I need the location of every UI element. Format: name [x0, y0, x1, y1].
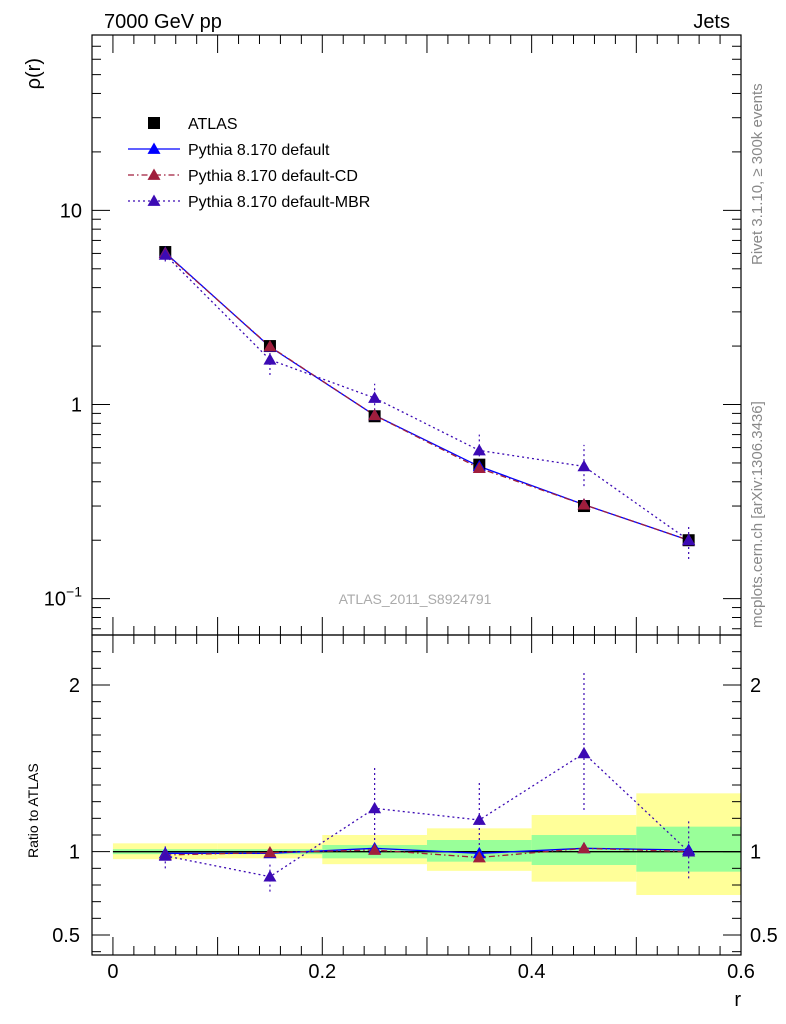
main-line-1 [164, 252, 689, 541]
main-model-point [158, 248, 172, 260]
x-tick-label: 0.2 [308, 961, 336, 983]
ratio-y-tick-label-right: 1 [750, 842, 761, 864]
x-axis-label: r [734, 989, 741, 1011]
main-y-axis-label: ρ(r) [23, 58, 45, 89]
main-markers [158, 246, 696, 547]
ratio-y-axis-label: Ratio to ATLAS [25, 763, 41, 858]
ratio-y-tick-label-right: 2 [750, 675, 761, 697]
main-analysis-label: ATLAS_2011_S8924791 [339, 591, 492, 607]
ratio-model-point [263, 870, 277, 882]
energy-label: 7000 GeV pp [104, 11, 222, 33]
ratio-model-point [368, 801, 382, 814]
main-line-3 [164, 254, 690, 541]
ratio-axes: 0.5 0.5 1 1 2 2 0 0.2 0.4 0.6 [52, 634, 778, 983]
main-model-point [263, 353, 277, 365]
ratio-line-1 [165, 847, 689, 859]
ratio-model-point [472, 813, 486, 825]
ratio-model-point [472, 851, 486, 863]
x-tick-label: 0 [107, 961, 118, 983]
source-label: mcplots.cern.ch [arXiv:1306.3436] [749, 401, 766, 628]
main-model-point [263, 339, 277, 352]
legend: ATLAS Pythia 8.170 default Pythia 8.170 de… [128, 116, 370, 211]
x-tick-label: 0.6 [727, 961, 755, 983]
main-model-point [577, 459, 591, 472]
ratio-frame [91, 634, 742, 956]
main-series-lines [164, 252, 690, 541]
ratio-y-tick-label-left: 2 [69, 675, 80, 697]
ratio-y-tick-label-left: 1 [69, 842, 80, 864]
main-y-tick-label-exp: −1 [66, 584, 82, 600]
ratio-model-point [368, 843, 382, 855]
rivet-label: Rivet 3.1.10, ≥ 300k events [749, 83, 766, 265]
legend-marker-data [148, 117, 160, 129]
main-y-tick-label: 1 [71, 395, 82, 417]
legend-label: ATLAS [188, 116, 238, 133]
ratio-markers [158, 746, 696, 882]
legend-label: Pythia 8.170 default-MBR [188, 194, 370, 211]
legend-label: Pythia 8.170 default-CD [188, 168, 358, 185]
legend-marker-model [147, 142, 161, 154]
main-model-point [577, 498, 591, 510]
main-y-tick-label-base: 10 [44, 589, 66, 611]
ratio-uncertainty-bands [112, 793, 741, 895]
legend-marker-model [147, 194, 161, 206]
ratio-model-point [577, 841, 591, 854]
ratio-line-2 [165, 752, 690, 878]
ratio-model-point [158, 849, 172, 861]
main-model-point [472, 461, 486, 474]
main-model-point [472, 443, 486, 456]
ratio-model-point [577, 746, 591, 759]
process-label: Jets [693, 11, 730, 33]
x-tick-label: 0.4 [518, 961, 546, 983]
main-line-2 [164, 252, 689, 541]
main-model-point [368, 391, 382, 403]
main-model-point [368, 408, 382, 421]
main-error-bars [164, 248, 690, 560]
ratio-model-point [682, 845, 696, 857]
main-y-tick-label: 10−1 [44, 584, 82, 611]
ratio-model-point [263, 846, 277, 858]
legend-marker-model [147, 168, 161, 180]
ratio-y-tick-label-left: 0.5 [52, 925, 80, 947]
main-model-point [682, 533, 696, 546]
ratio-series-lines [165, 752, 690, 878]
main-y-tick-label: 10 [60, 200, 82, 222]
ratio-y-tick-label-right: 0.5 [750, 925, 778, 947]
legend-label: Pythia 8.170 default [188, 142, 330, 159]
